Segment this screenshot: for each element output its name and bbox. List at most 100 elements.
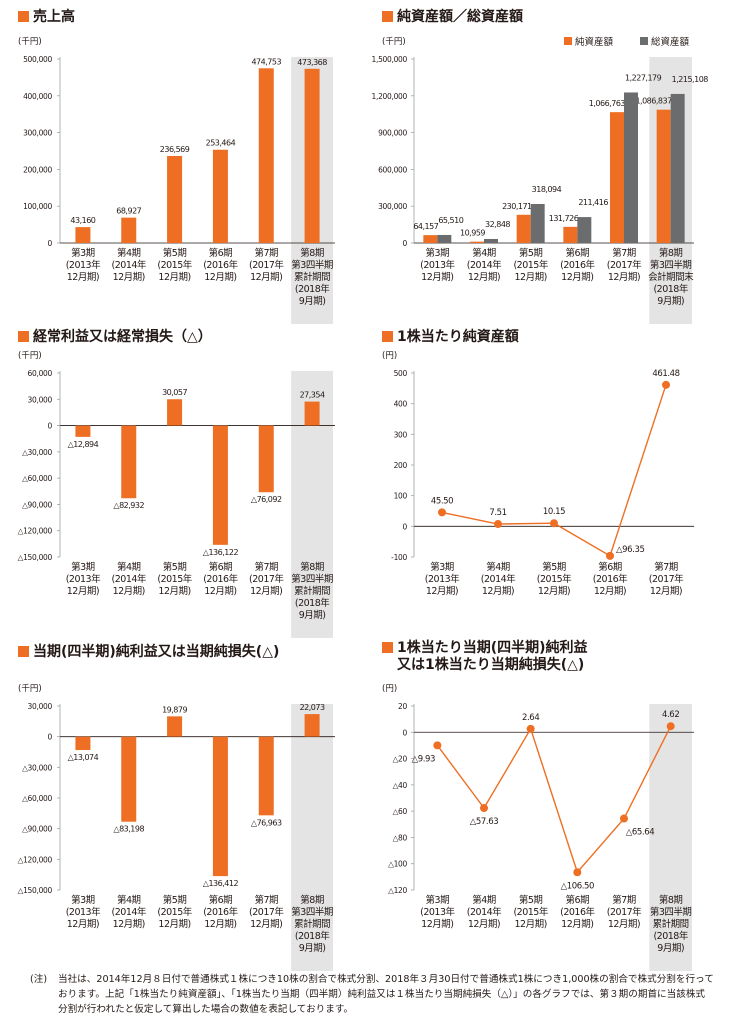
x-category-label: 12月期) — [67, 586, 99, 597]
data-label: 19,879 — [162, 705, 187, 714]
data-point — [480, 804, 488, 813]
x-category-label: 第3四半期 — [650, 259, 692, 271]
x-category-label: 第7期 — [612, 247, 636, 259]
data-label: △65.64 — [626, 828, 654, 838]
title-marker-icon — [18, 331, 29, 342]
x-category-label: (2016年 — [203, 906, 238, 918]
data-point — [526, 724, 535, 733]
panel-title: 当期(四半期)純利益又は当期純損失(△) — [18, 644, 279, 661]
bar-ordinary-income-経常利益 — [167, 399, 183, 426]
x-category-label: (2014年 — [112, 259, 147, 271]
data-point — [662, 380, 670, 389]
unit-label: (千円) — [18, 36, 42, 47]
x-category-label: 第7期 — [612, 894, 636, 906]
data-label: 318,094 — [532, 185, 562, 194]
x-category-label: 第7期 — [254, 561, 278, 573]
x-category-label: (2013年 — [66, 259, 101, 271]
data-label: 68,927 — [116, 207, 141, 216]
y-tick-label: △60,000 — [22, 474, 52, 483]
data-label: 230,171 — [502, 202, 532, 211]
x-category-label: 12月期) — [515, 272, 547, 283]
panel-title-text: 経常利益又は経常損失（△） — [33, 329, 212, 345]
chart-net-income: (千円) 30,000 0 △30,000 △60,000 △90,000 △120,000… — [18, 683, 335, 971]
y-tick-label: △150,000 — [18, 553, 53, 562]
x-category-label: (2018年 — [295, 930, 330, 942]
data-label: 1,227,179 — [625, 73, 662, 82]
x-category-label: (2014年 — [481, 573, 516, 585]
x-category-label: (2018年 — [653, 930, 688, 942]
x-category-label: 第8期 — [659, 247, 683, 259]
x-category-label: 第5期 — [163, 247, 187, 259]
bar-ordinary-income-経常利益 — [75, 425, 91, 437]
x-category-label: 第4期 — [117, 894, 141, 906]
panel-title: 純資産額／総資産額 — [382, 9, 523, 26]
x-category-label: 累計期間 — [294, 918, 330, 930]
bar-net-income-当期純利益 — [121, 736, 137, 822]
data-label: △12,894 — [68, 440, 99, 449]
x-category-label: (2013年 — [66, 906, 101, 918]
y-tick-label: 400 — [394, 400, 408, 409]
highlight-band — [291, 704, 333, 971]
x-category-label: (2017年 — [249, 573, 284, 585]
x-category-label: 9月期) — [299, 943, 326, 954]
panel-title-text: 1株当たり当期(四半期)純利益 — [397, 640, 588, 656]
x-category-label: 第6期 — [209, 561, 233, 573]
x-category-label: (2017年 — [249, 906, 284, 918]
data-label: 22,073 — [300, 703, 325, 712]
x-category-label: 12月期) — [482, 586, 514, 597]
x-category-label: (2016年 — [560, 259, 595, 271]
data-label: 30,057 — [162, 388, 187, 397]
data-label: 10,959 — [460, 229, 485, 238]
panel-title-text: 1株当たり純資産額 — [397, 329, 519, 345]
data-label: 1,066,763 — [589, 99, 626, 108]
bar-net-assets-total-assets-純資産額 — [563, 226, 578, 243]
data-label: 64,157 — [413, 222, 438, 231]
x-category-label: (2015年 — [537, 573, 572, 585]
x-category-label: 12月期) — [250, 919, 282, 930]
panel-title-text: 売上高 — [33, 9, 75, 25]
bar-net-sales-売上高 — [212, 149, 228, 243]
x-category-label: 9月期) — [657, 296, 684, 307]
y-tick-label: 900,000 — [378, 129, 407, 138]
data-label: △96.35 — [616, 545, 644, 555]
data-label: △82,932 — [113, 501, 144, 510]
x-category-label: 12月期) — [421, 272, 453, 283]
chart-net-assets-total-assets: (千円) 0 300,000 600,000 900,000 1,200,000 1,500… — [372, 36, 709, 324]
y-tick-label: 200 — [394, 461, 408, 470]
x-category-label: 12月期) — [113, 919, 145, 930]
panel-title: 売上高 — [18, 9, 75, 26]
panel-title-text: 当期(四半期)純利益又は当期純損失(△) — [33, 644, 280, 660]
panel-ordinary-income: 経常利益又は経常損失（△） (千円) 60,000 30,000 0 △30,000 △6… — [0, 320, 364, 640]
bar-net-sales-売上高 — [304, 68, 320, 244]
y-tick-label: 30,000 — [28, 702, 53, 711]
x-category-label: 第3期 — [71, 247, 95, 259]
bar-net-income-当期純利益 — [258, 736, 274, 816]
y-tick-label: 0 — [403, 522, 408, 531]
y-tick-label: 0 — [403, 239, 408, 248]
highlight-band — [649, 704, 692, 971]
y-tick-label: 400,000 — [23, 92, 52, 101]
y-tick-label: 300,000 — [23, 129, 52, 138]
x-category-label: 第3四半期 — [291, 906, 333, 918]
x-category-label: 12月期) — [608, 272, 640, 283]
data-point — [666, 722, 675, 731]
x-category-label: 第5期 — [519, 894, 543, 906]
x-category-label: (2015年 — [157, 906, 192, 918]
x-category-label: 第8期 — [300, 247, 324, 259]
panel-net-income: 当期(四半期)純利益又は当期純損失(△) (千円) 30,000 0 △30,000 △… — [0, 636, 364, 971]
data-label: △76,963 — [251, 818, 282, 827]
x-category-label: 第3四半期 — [650, 906, 692, 918]
data-label: 236,569 — [160, 145, 190, 154]
data-point — [438, 508, 446, 517]
x-category-label: (2014年 — [112, 573, 147, 585]
x-category-label: (2013年 — [66, 573, 101, 585]
x-category-label: 会計期間末 — [648, 271, 694, 283]
x-category-label: 累計期間 — [653, 918, 689, 930]
x-category-label: 第8期 — [300, 561, 324, 573]
data-point — [494, 520, 502, 529]
data-point — [606, 551, 614, 560]
legend-label: 総資産額 — [651, 36, 690, 48]
x-category-label: 12月期) — [67, 919, 99, 930]
bar-net-sales-売上高 — [258, 68, 274, 243]
x-category-label: (2017年 — [649, 573, 684, 585]
